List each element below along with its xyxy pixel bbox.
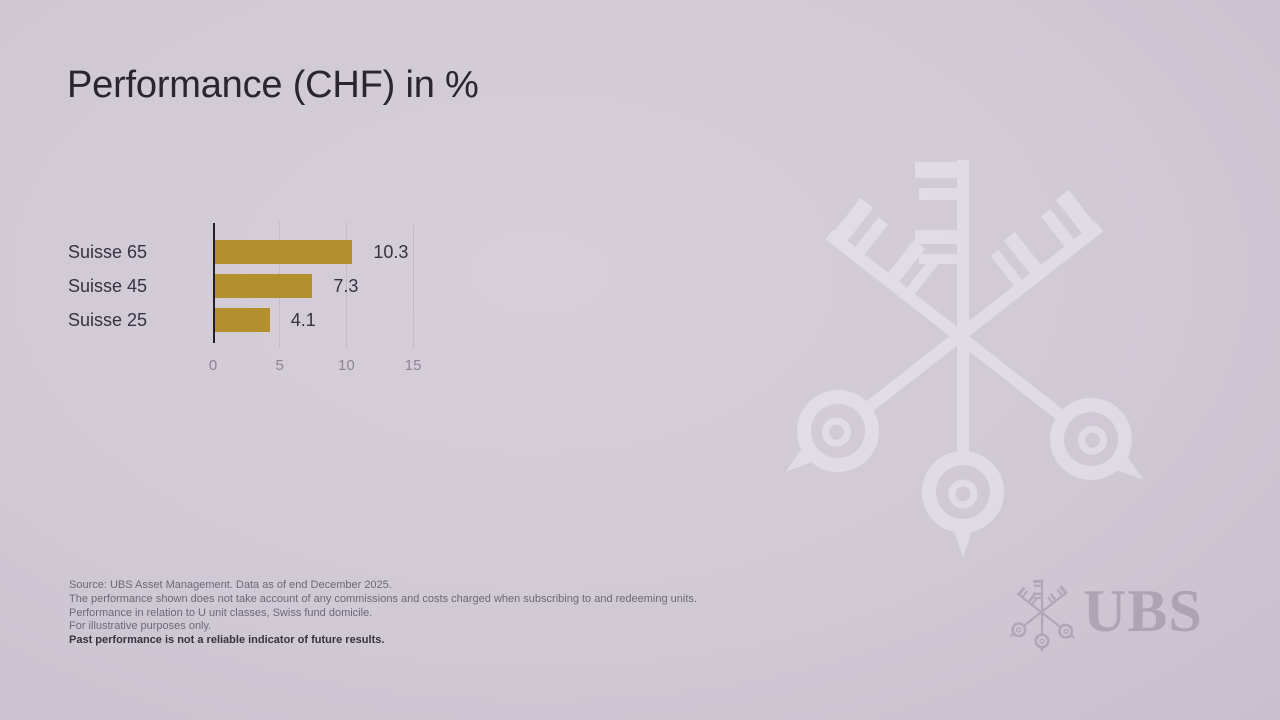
category-label: Suisse 25 [68, 310, 148, 330]
page-title: Performance (CHF) in % [67, 64, 479, 106]
category-label: Suisse 65 [68, 242, 148, 262]
footnote-source: Source: UBS Asset Management. Data as of… [69, 579, 392, 591]
tick-label: 15 [404, 357, 422, 374]
category-label: Suisse 45 [68, 276, 148, 296]
bar [215, 274, 313, 298]
axis-line [213, 223, 215, 343]
value-label: 10.3 [373, 242, 409, 262]
bar [215, 308, 270, 332]
tick-label: 5 [275, 357, 284, 374]
footnote-past-performance: Past performance is not a reliable indic… [69, 634, 385, 647]
grid-line [345, 222, 347, 348]
footnote-illustrative: For illustrative purposes only. [69, 620, 212, 633]
grid-line [412, 222, 414, 348]
footnote-commissions: The performance shown does not take acco… [69, 592, 697, 605]
footnote-unit-classes: Performance in relation to U unit classe… [69, 606, 373, 619]
footnotes: Source: UBS Asset Management. Data as of… [69, 579, 697, 648]
tick-label: 10 [338, 357, 355, 374]
bar [215, 240, 353, 264]
value-label: 4.1 [290, 310, 316, 330]
tick-label: 0 [208, 357, 218, 374]
value-label: 7.3 [333, 276, 359, 296]
